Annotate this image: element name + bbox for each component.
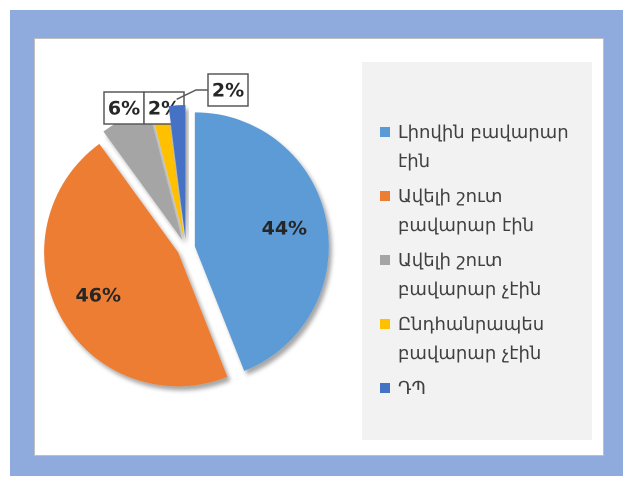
leader-line bbox=[176, 89, 208, 100]
legend-label: Ավելի շուտ բավարար էին bbox=[398, 186, 535, 236]
legend-swatch bbox=[380, 191, 390, 201]
legend-label: Ավելի շուտ բավարար չէին bbox=[398, 250, 542, 300]
pie-slice bbox=[194, 112, 329, 371]
legend-swatch bbox=[380, 255, 390, 265]
legend-swatch bbox=[380, 383, 390, 393]
legend-item: Ընդհանրապես բավարար չէին bbox=[380, 310, 584, 368]
legend-label: Լիովին բավարար էին bbox=[398, 122, 569, 172]
pie-slice bbox=[44, 143, 228, 387]
legend-label: ԴՊ bbox=[398, 378, 426, 399]
legend-item: Ավելի շուտ բավարար էին bbox=[380, 182, 584, 240]
legend: Լիովին բավարար էին Ավելի շուտ բավարար էին… bbox=[362, 62, 592, 440]
legend-item: ԴՊ bbox=[380, 374, 584, 403]
pie-slice bbox=[168, 105, 186, 240]
data-label: 2% bbox=[212, 80, 244, 102]
legend-swatch bbox=[380, 127, 390, 137]
label-box bbox=[103, 91, 145, 125]
data-label: 46% bbox=[76, 285, 121, 307]
legend-item: Ավելի շուտ բավարար չէին bbox=[380, 246, 584, 304]
legend-item: Լիովին բավարար էին bbox=[380, 118, 584, 176]
data-label: 6% bbox=[108, 98, 140, 120]
legend-label: Ընդհանրապես բավարար չէին bbox=[398, 314, 545, 364]
pie-slice bbox=[150, 106, 185, 240]
legend-swatch bbox=[380, 319, 390, 329]
pie-slice bbox=[103, 110, 183, 240]
data-label: 44% bbox=[262, 218, 307, 240]
